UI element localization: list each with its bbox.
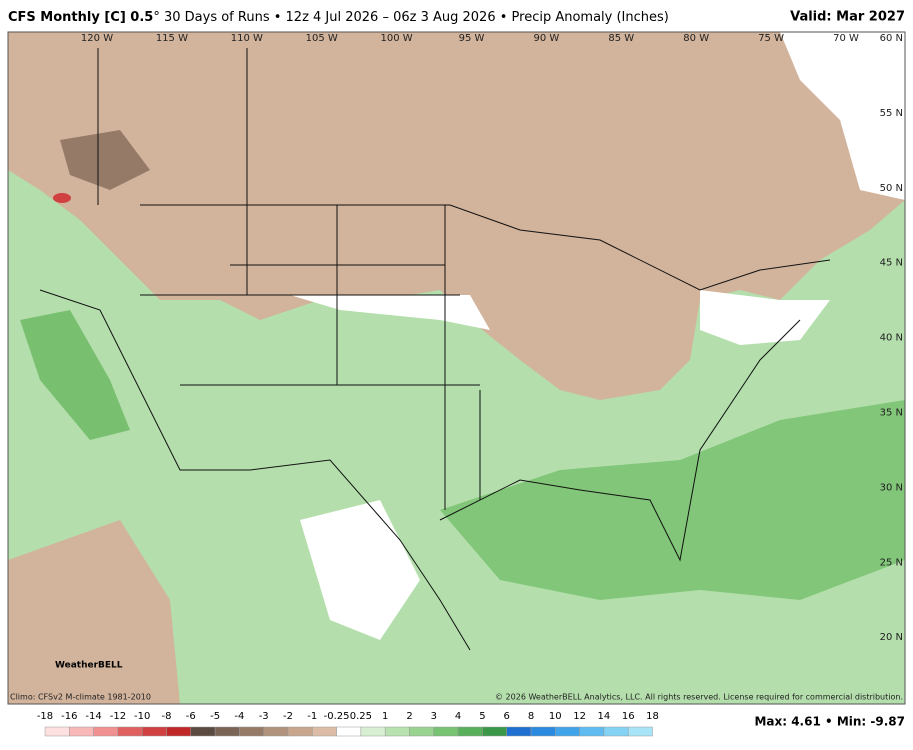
colorbar-label: -3 [259,711,269,722]
climo-note: Climo: CFSv2 M-climate 1981-2010 [10,693,151,702]
colorbar-swatch [287,726,313,737]
latitude-label: 60 N [880,33,903,44]
longitude-label: 100 W [381,33,413,44]
colorbar-label: 0.25 [350,711,372,722]
colorbar-label: 1 [382,711,388,722]
latitude-label: 20 N [880,632,903,643]
longitude-label: 75 W [758,33,784,44]
title: CFS Monthly [C] 0.5° 30 Days of Runs • 1… [8,10,669,25]
colorbar-swatch [579,726,605,737]
colorbar-label: 10 [549,711,562,722]
latitude-label: 55 N [880,108,903,119]
colorbar-swatch [482,726,507,737]
dry-core-rockies [60,130,150,190]
colorbar-label: -6 [186,711,196,722]
colorbar-label: 16 [622,711,635,722]
longitude-label: 90 W [534,33,560,44]
colorbar-label: 2 [406,711,412,722]
colorbar-label: -12 [110,711,126,722]
colorbar-label: 12 [573,711,586,722]
longitude-label: 85 W [608,33,634,44]
latitude-label: 25 N [880,557,903,568]
map: WeatherBELL [8,32,905,704]
us-mexico-border [39,289,471,651]
latitude-label: 30 N [880,482,903,493]
copyright: © 2026 WeatherBELL Analytics, LLC. All r… [495,693,903,702]
colorbar-swatch [239,726,264,737]
colorbar-label: 8 [528,711,534,722]
longitude-label: 120 W [81,33,113,44]
colorbar-swatch [93,726,119,737]
latitude-label: 45 N [880,258,903,269]
colorbar-label: -0.25 [324,711,350,722]
longitude-label: 110 W [231,33,263,44]
colorbar-label: -2 [283,711,293,722]
longitude-label: 80 W [683,33,709,44]
colorbar-label: 6 [504,711,510,722]
colorbar-swatch [69,726,94,737]
colorbar-label: -16 [61,711,77,722]
dry-anomaly-pacific [8,520,180,704]
neutral-mexico [300,500,420,640]
longitude-label: 95 W [459,33,485,44]
colorbar-swatch [457,726,483,737]
map-frame [7,31,906,705]
colorbar-swatch [117,726,143,737]
latitude-label: 50 N [880,183,903,194]
colorbar-swatch [433,726,459,737]
colorbar-swatch [336,726,362,737]
colorbar-swatch [141,726,167,737]
colorbar-label: -14 [85,711,101,722]
longitude-label: 70 W [833,33,859,44]
us-canada-border [140,204,831,291]
neutral-northeast [700,290,830,345]
colorbar-label: -4 [234,711,244,722]
colorbar-swatch [312,726,337,737]
logo: WeatherBELL [55,661,123,671]
state-borders [97,48,481,510]
min-anomaly [53,193,71,203]
description: ° 30 Days of Runs • 12z 4 Jul 2026 – 06z… [153,10,669,25]
colorbar-swatch [555,726,580,737]
wet-anomaly-california [20,310,130,440]
colorbar-label: -5 [210,711,220,722]
colorbar-swatch [506,726,532,737]
colorbar-swatch [263,726,289,737]
colorbar-swatch [530,726,556,737]
neutral-plains [290,295,490,330]
colorbar-swatch [166,726,192,737]
wet-anomaly-gulf [440,400,905,600]
dry-anomaly-north [8,32,905,400]
latitude-label: 35 N [880,408,903,419]
colorbar-label: 18 [646,711,659,722]
colorbar-swatch [409,726,435,737]
colorbar-swatch [360,726,386,737]
colorbar-label: 14 [598,711,611,722]
colorbar-label: -10 [134,711,150,722]
colorbar-label: 5 [479,711,485,722]
max-min: Max: 4.61 • Min: -9.87 [754,715,905,729]
colorbar-swatch [190,726,216,737]
colorbar-label: 4 [455,711,461,722]
colorbar-swatch [627,726,653,737]
colorbar-swatch [603,726,629,737]
colorbar-label: -8 [162,711,172,722]
colorbar-label: -18 [37,711,53,722]
longitude-label: 115 W [156,33,188,44]
colorbar-label: 3 [431,711,437,722]
valid-date: Valid: Mar 2027 [790,10,905,25]
colorbar-label: -1 [307,711,317,722]
colorbar-swatch [384,726,410,737]
longitude-label: 105 W [306,33,338,44]
coastline [439,319,801,562]
latitude-label: 40 N [880,333,903,344]
colorbar-swatch [44,726,70,737]
colorbar-swatch [214,726,240,737]
model: CFS Monthly [C] 0.5 [8,10,153,25]
neutral-quebec [780,32,905,200]
